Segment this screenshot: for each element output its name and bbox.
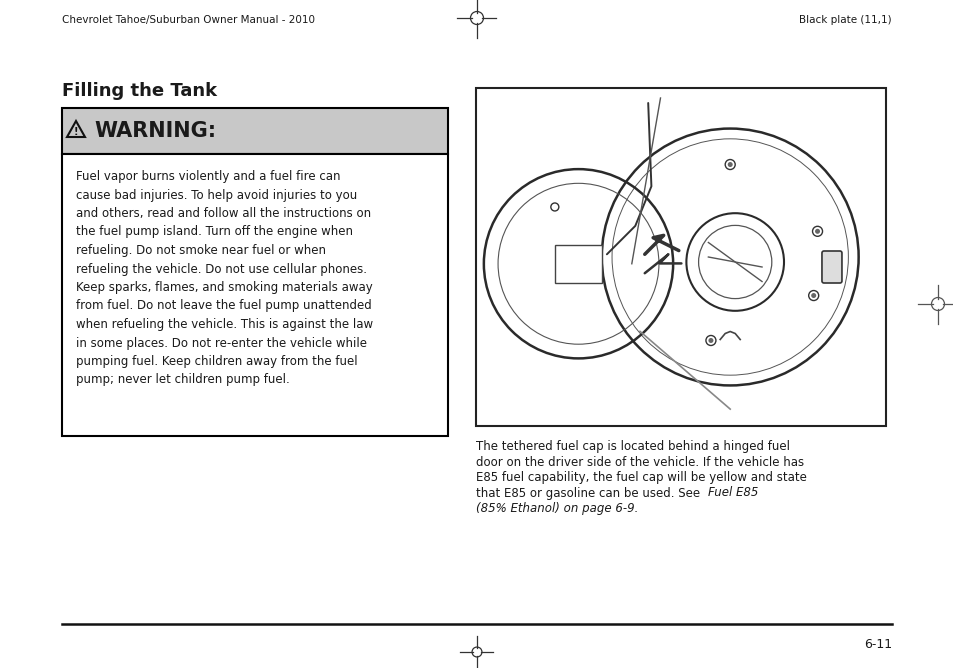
Text: the fuel pump island. Turn off the engine when: the fuel pump island. Turn off the engin… [76, 226, 353, 238]
Text: in some places. Do not re-enter the vehicle while: in some places. Do not re-enter the vehi… [76, 337, 367, 349]
Bar [476, 88, 885, 426]
Text: E85 fuel capability, the fuel cap will be yellow and state: E85 fuel capability, the fuel cap will b… [476, 471, 806, 484]
Text: refueling. Do not smoke near fuel or when: refueling. Do not smoke near fuel or whe… [76, 244, 326, 257]
Text: pumping fuel. Keep children away from the fuel: pumping fuel. Keep children away from th… [76, 355, 357, 368]
Circle shape [708, 338, 713, 343]
Text: Filling the Tank: Filling the Tank [62, 82, 217, 100]
Text: when refueling the vehicle. This is against the law: when refueling the vehicle. This is agai… [76, 318, 373, 331]
Text: Keep sparks, flames, and smoking materials away: Keep sparks, flames, and smoking materia… [76, 281, 373, 294]
Text: door on the driver side of the vehicle. If the vehicle has: door on the driver side of the vehicle. … [476, 456, 803, 468]
Text: from fuel. Do not leave the fuel pump unattended: from fuel. Do not leave the fuel pump un… [76, 299, 372, 313]
Text: WARNING:: WARNING: [94, 121, 216, 141]
Bar [555, 245, 601, 283]
Bar [62, 108, 448, 154]
Circle shape [810, 293, 816, 298]
Bar [62, 154, 448, 436]
Text: Fuel E85: Fuel E85 [707, 486, 758, 500]
Circle shape [727, 162, 732, 167]
Text: !: ! [73, 127, 78, 137]
Text: Fuel vapor burns violently and a fuel fire can: Fuel vapor burns violently and a fuel fi… [76, 170, 340, 183]
Text: refueling the vehicle. Do not use cellular phones.: refueling the vehicle. Do not use cellul… [76, 263, 367, 275]
Text: pump; never let children pump fuel.: pump; never let children pump fuel. [76, 373, 290, 387]
Text: (85% Ethanol) on page 6-9.: (85% Ethanol) on page 6-9. [476, 502, 638, 515]
Text: Chevrolet Tahoe/Suburban Owner Manual - 2010: Chevrolet Tahoe/Suburban Owner Manual - … [62, 15, 314, 25]
Text: The tethered fuel cap is located behind a hinged fuel: The tethered fuel cap is located behind … [476, 440, 789, 453]
Text: cause bad injuries. To help avoid injuries to you: cause bad injuries. To help avoid injuri… [76, 188, 356, 202]
FancyBboxPatch shape [821, 251, 841, 283]
Text: that E85 or gasoline can be used. See: that E85 or gasoline can be used. See [476, 486, 703, 500]
Circle shape [814, 229, 820, 234]
Text: and others, read and follow all the instructions on: and others, read and follow all the inst… [76, 207, 371, 220]
Text: 6-11: 6-11 [863, 638, 891, 651]
Text: Black plate (11,1): Black plate (11,1) [799, 15, 891, 25]
